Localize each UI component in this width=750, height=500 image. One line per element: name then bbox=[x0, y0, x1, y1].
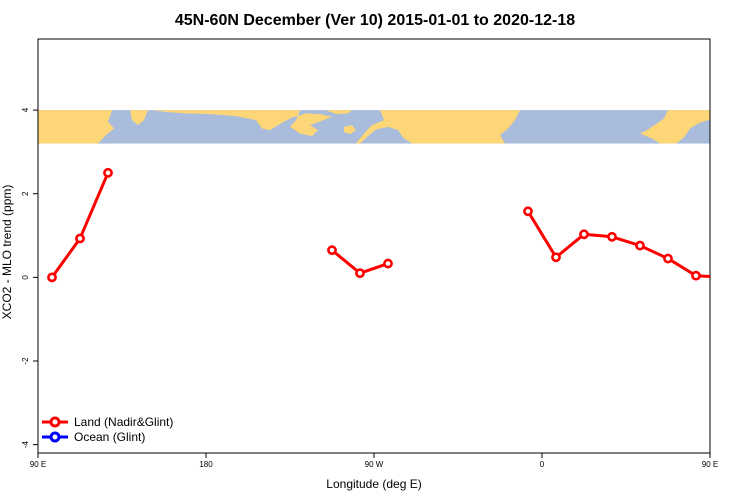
plot-frame bbox=[37, 38, 711, 454]
land-shape-6 bbox=[428, 128, 440, 139]
x-tick-label: 90 E bbox=[30, 460, 46, 469]
land-shape-3 bbox=[326, 110, 352, 115]
data-point bbox=[75, 233, 85, 244]
data-point bbox=[523, 206, 533, 217]
y-tick-label: -2 bbox=[21, 357, 30, 365]
x-tick-label: 90 E bbox=[702, 460, 718, 469]
series-layer bbox=[47, 167, 727, 283]
y-axis-label: XCO2 - MLO trend (ppm) bbox=[0, 185, 14, 320]
series-0-segment-2 bbox=[526, 210, 710, 279]
data-point bbox=[327, 245, 337, 256]
x-axis: 90 E 180 90 W 0 90 E bbox=[30, 453, 718, 469]
data-point bbox=[355, 268, 365, 279]
series-0-segment-0 bbox=[50, 172, 110, 279]
data-point bbox=[551, 252, 561, 263]
data-point bbox=[579, 229, 589, 240]
data-point bbox=[103, 167, 113, 178]
data-point bbox=[691, 270, 701, 281]
chart-title: 45N-60N December (Ver 10) 2015-01-01 to … bbox=[175, 12, 575, 29]
x-tick-label: 0 bbox=[540, 460, 545, 469]
data-point bbox=[663, 253, 673, 264]
land-shape-2 bbox=[152, 110, 332, 137]
land-shape-5 bbox=[356, 110, 520, 144]
x-tick-label: 90 W bbox=[365, 460, 384, 469]
y-tick-label: -4 bbox=[21, 441, 30, 449]
y-tick-label: 2 bbox=[21, 191, 30, 196]
world-map-band bbox=[38, 110, 710, 144]
legend-ocean-label: Ocean (Glint) bbox=[74, 430, 145, 444]
data-point bbox=[47, 272, 57, 283]
data-point bbox=[607, 231, 617, 242]
land-shape-0 bbox=[38, 110, 114, 144]
data-point bbox=[635, 240, 645, 251]
y-tick-label: 0 bbox=[21, 275, 30, 280]
legend-land-label: Land (Nadir&Glint) bbox=[74, 415, 173, 429]
legend-land-marker bbox=[49, 416, 61, 428]
x-axis-label: Longitude (deg E) bbox=[326, 477, 421, 491]
legend-ocean-marker bbox=[49, 431, 61, 443]
data-point bbox=[720, 274, 727, 281]
legend: Land (Nadir&Glint) Ocean (Glint) bbox=[42, 415, 173, 444]
y-tick-label: 4 bbox=[21, 107, 30, 112]
land-shape-4 bbox=[344, 125, 356, 135]
data-point bbox=[383, 258, 393, 269]
land-shape-1 bbox=[130, 110, 148, 126]
y-axis: -4 -2 0 2 4 bbox=[21, 107, 38, 448]
x-tick-label: 180 bbox=[199, 460, 213, 469]
land-shape-7 bbox=[560, 110, 710, 144]
